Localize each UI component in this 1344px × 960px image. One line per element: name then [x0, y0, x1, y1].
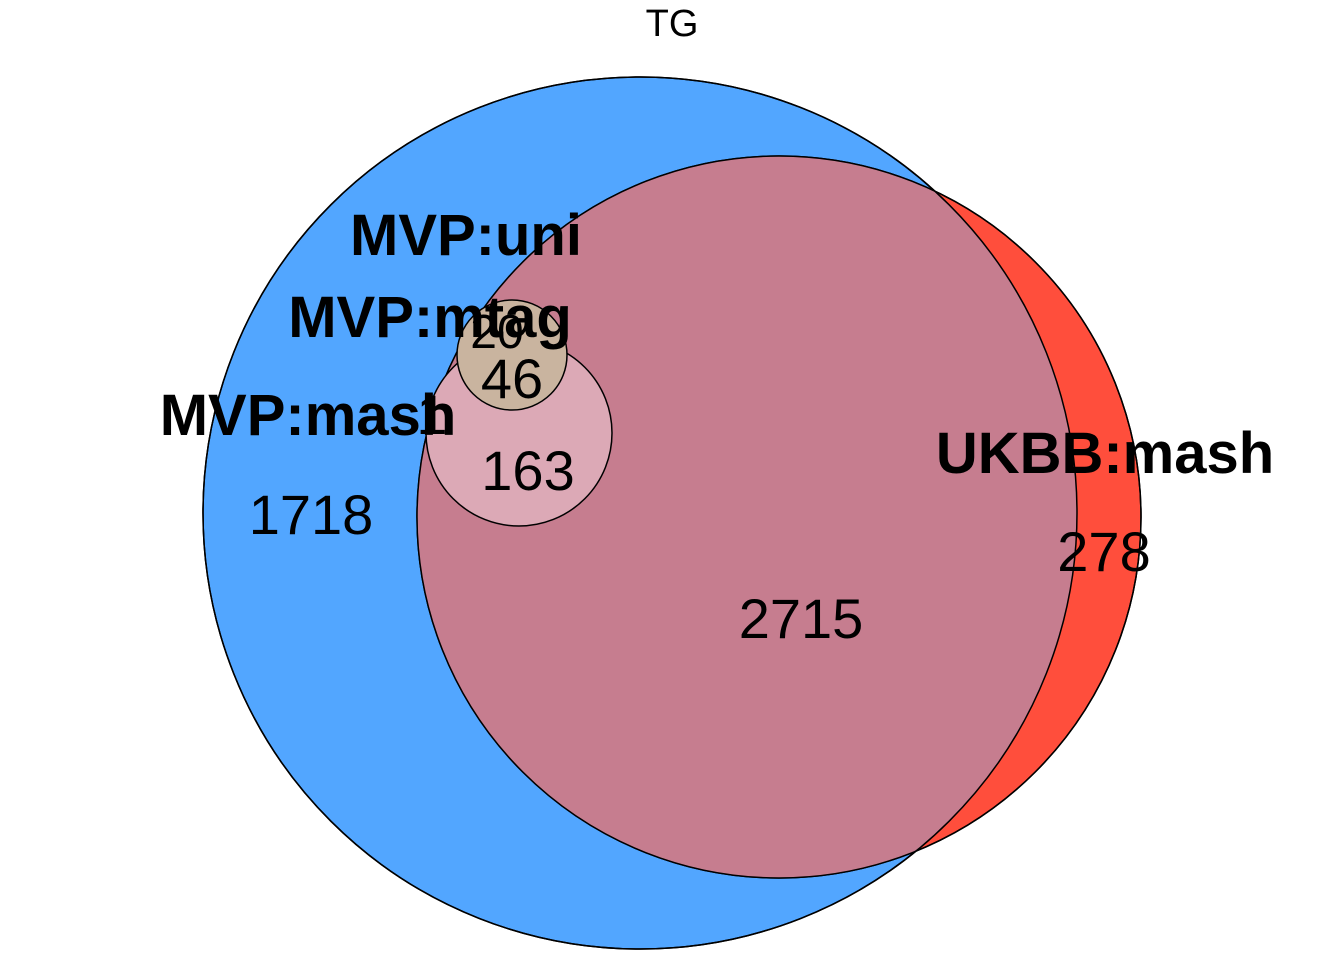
label-mvp-mash: MVP:mash: [160, 383, 457, 448]
count-mvp-mash-only: 1718: [249, 483, 374, 546]
label-mvp-mtag: MVP:mtag: [288, 285, 572, 350]
count-ukbb-mash-only: 278: [1057, 520, 1150, 583]
mvp-mtag-circle: [456, 299, 568, 411]
count-mash-overlap: 2715: [739, 587, 864, 650]
ukbb-mash-outline: [416, 155, 1142, 879]
count-mtag-region: 46: [481, 347, 543, 410]
label-mvp-uni: MVP:uni: [350, 203, 582, 268]
mvp-mash-outline: [202, 76, 1078, 950]
chart-title: TG: [646, 3, 699, 45]
count-uni-region: 163: [481, 439, 574, 502]
label-ukbb-mash: UKBB:mash: [936, 421, 1274, 486]
count-mtag-top: 20: [470, 306, 523, 359]
count-edge-sliver: 1: [416, 383, 447, 446]
